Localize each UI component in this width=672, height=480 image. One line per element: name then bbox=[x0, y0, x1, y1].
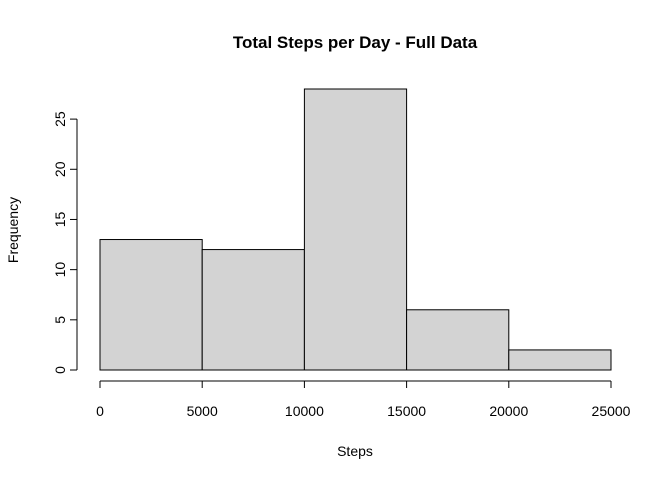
y-tick-label: 20 bbox=[52, 161, 68, 177]
x-tick-label: 15000 bbox=[387, 403, 426, 419]
x-tick-label: 10000 bbox=[285, 403, 324, 419]
y-tick-label: 25 bbox=[52, 111, 68, 127]
y-axis: 0 5 10 15 20 25 bbox=[52, 111, 78, 374]
x-axis-label: Steps bbox=[337, 443, 373, 459]
x-tick-label: 25000 bbox=[592, 403, 631, 419]
histogram-bar-5 bbox=[508, 349, 612, 371]
x-tick-label: 5000 bbox=[187, 403, 218, 419]
x-tick-label: 0 bbox=[96, 403, 104, 419]
histogram-bar-1 bbox=[99, 239, 203, 371]
x-axis: 0 5000 10000 15000 20000 25000 bbox=[96, 380, 631, 419]
chart-title: Total Steps per Day - Full Data bbox=[233, 33, 478, 52]
y-tick-label: 0 bbox=[52, 366, 68, 374]
x-tick-label: 20000 bbox=[489, 403, 528, 419]
histogram-bar-3 bbox=[303, 88, 408, 371]
y-axis-label: Frequency bbox=[5, 197, 21, 263]
y-tick-label: 10 bbox=[52, 262, 68, 278]
y-tick-label: 15 bbox=[52, 211, 68, 227]
histogram-bar-2 bbox=[201, 249, 305, 371]
bars-group bbox=[99, 88, 612, 371]
y-tick-label: 5 bbox=[52, 316, 68, 324]
histogram-bar-4 bbox=[406, 309, 510, 371]
